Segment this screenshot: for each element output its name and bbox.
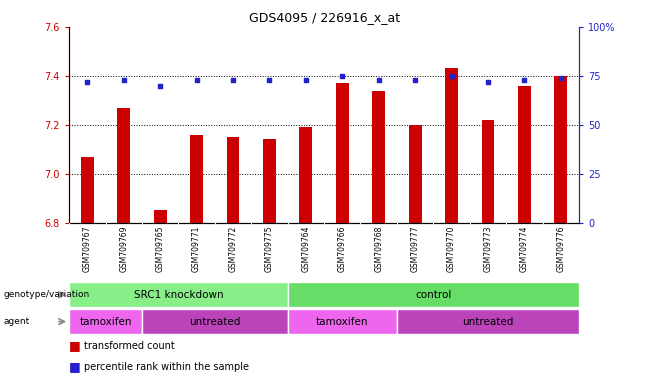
Bar — [154, 210, 166, 223]
Text: GSM709770: GSM709770 — [447, 225, 456, 272]
Text: ■: ■ — [69, 360, 81, 373]
Text: GSM709771: GSM709771 — [192, 225, 201, 272]
Text: genotype/variation: genotype/variation — [3, 290, 89, 299]
Bar — [445, 68, 458, 223]
Bar — [69, 309, 142, 334]
Bar — [555, 76, 567, 223]
Bar — [288, 309, 397, 334]
Text: GSM709768: GSM709768 — [374, 225, 383, 272]
Text: GSM709775: GSM709775 — [265, 225, 274, 272]
Text: GSM709764: GSM709764 — [301, 225, 311, 272]
Bar — [81, 157, 93, 223]
Text: ■: ■ — [69, 339, 81, 352]
Point — [191, 77, 202, 83]
Point — [301, 77, 311, 83]
Point — [374, 77, 384, 83]
Text: GSM709774: GSM709774 — [520, 225, 529, 272]
Point — [264, 77, 274, 83]
Text: tamoxifen: tamoxifen — [79, 316, 132, 327]
Text: transformed count: transformed count — [84, 341, 174, 351]
Bar — [226, 137, 240, 223]
Point — [555, 75, 566, 81]
Bar — [190, 134, 203, 223]
Bar — [69, 282, 288, 307]
Text: SRC1 knockdown: SRC1 knockdown — [134, 290, 223, 300]
Bar — [263, 139, 276, 223]
Bar — [518, 86, 531, 223]
Bar — [397, 309, 579, 334]
Point — [155, 83, 165, 89]
Point — [519, 77, 530, 83]
Text: agent: agent — [3, 317, 30, 326]
Text: untreated: untreated — [189, 316, 240, 327]
Text: GSM709765: GSM709765 — [156, 225, 164, 272]
Text: percentile rank within the sample: percentile rank within the sample — [84, 362, 249, 372]
Text: GSM709769: GSM709769 — [119, 225, 128, 272]
Text: untreated: untreated — [463, 316, 514, 327]
Bar — [288, 282, 579, 307]
Point — [483, 79, 494, 85]
Bar — [142, 309, 288, 334]
Point — [228, 77, 238, 83]
Bar — [117, 108, 130, 223]
Text: GSM709773: GSM709773 — [484, 225, 492, 272]
Text: GSM709766: GSM709766 — [338, 225, 347, 272]
Point — [410, 77, 420, 83]
Bar — [299, 127, 313, 223]
Point — [118, 77, 129, 83]
Bar — [336, 83, 349, 223]
Text: GSM709767: GSM709767 — [83, 225, 92, 272]
Bar — [482, 120, 494, 223]
Bar — [409, 125, 422, 223]
Title: GDS4095 / 226916_x_at: GDS4095 / 226916_x_at — [249, 11, 399, 24]
Bar — [372, 91, 385, 223]
Text: GSM709777: GSM709777 — [411, 225, 420, 272]
Text: GSM709776: GSM709776 — [556, 225, 565, 272]
Point — [82, 79, 93, 85]
Text: control: control — [415, 290, 451, 300]
Text: GSM709772: GSM709772 — [228, 225, 238, 272]
Text: tamoxifen: tamoxifen — [316, 316, 368, 327]
Point — [446, 73, 457, 79]
Point — [337, 73, 347, 79]
